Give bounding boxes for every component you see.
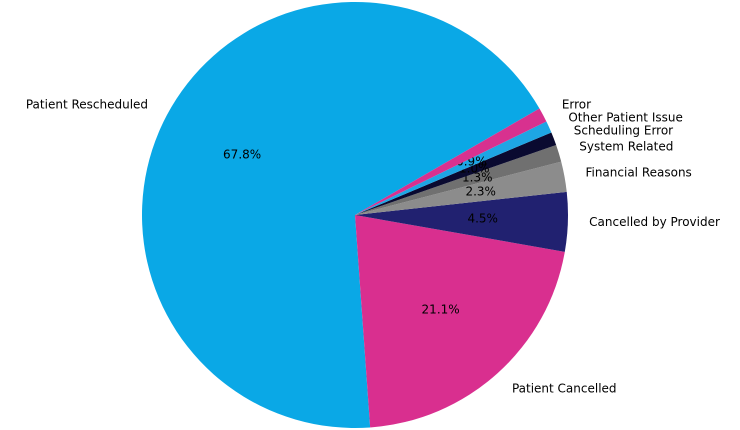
percent-label: 2.3%: [465, 184, 496, 198]
pie-slice: [355, 191, 569, 252]
slice-label: Scheduling Error: [574, 124, 673, 138]
pie-slice: [355, 132, 557, 215]
pie-slice: [355, 144, 562, 215]
slice-label: Error: [562, 97, 591, 111]
slice-label: Financial Reasons: [585, 165, 691, 179]
percent-label: 21.1%: [422, 302, 460, 316]
percent-label: 67.8%: [223, 148, 261, 162]
pie-slice: [355, 121, 552, 215]
pie-slice: [142, 1, 540, 428]
percent-label: 4.5%: [467, 212, 498, 226]
slice-label: System Related: [579, 140, 673, 154]
pie-slice: [355, 161, 567, 215]
slice-label: Other Patient Issue: [568, 111, 683, 125]
slice-label: Patient Rescheduled: [26, 98, 148, 112]
slice-label: Cancelled by Provider: [589, 215, 720, 229]
pie-slice: [355, 215, 565, 428]
pie-slice: [355, 108, 547, 215]
slice-label: Patient Cancelled: [512, 381, 617, 395]
